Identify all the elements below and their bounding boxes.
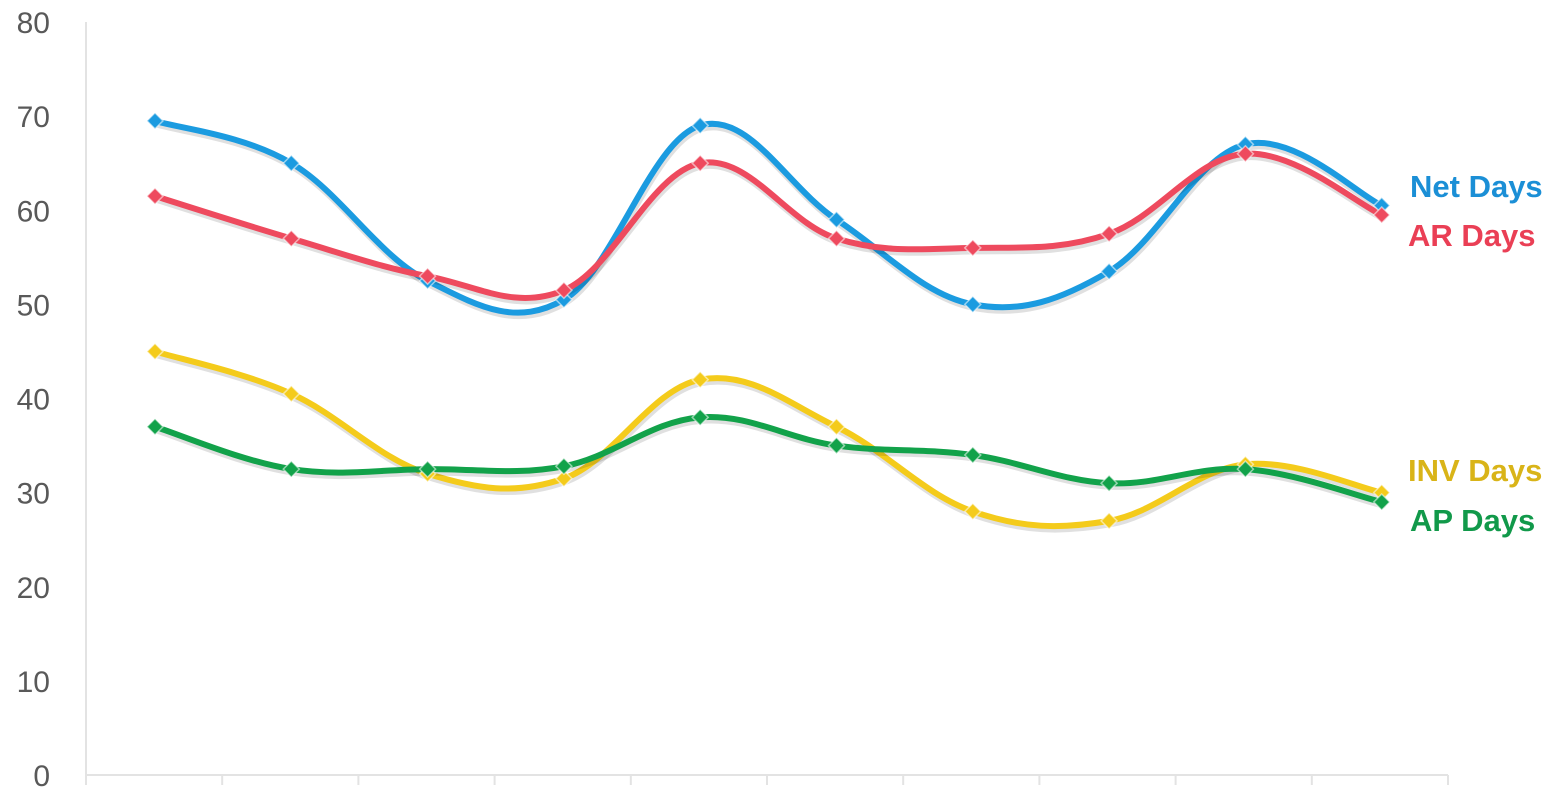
ar-days-point <box>1372 205 1391 225</box>
y-tick-label: 40 <box>17 384 50 417</box>
y-axis-ticks: 0 10 20 30 40 50 60 70 80 <box>17 7 50 790</box>
ar-days-point <box>282 229 301 248</box>
net-days-point <box>827 210 846 229</box>
ap-days-point <box>1100 474 1119 493</box>
ap-days-line <box>152 413 1385 506</box>
inv-days-point <box>827 417 846 436</box>
ar-days-label: AR Days <box>1408 218 1536 253</box>
inv-days-line-shadow <box>152 350 1387 533</box>
series-lines <box>152 117 1387 533</box>
series-labels: Net Days AR Days INV Days AP Days <box>1408 169 1543 538</box>
net-days-point <box>691 116 710 135</box>
inv-days-point <box>963 502 982 521</box>
ap-days-point <box>418 460 437 479</box>
ap-days-label: AP Days <box>1410 503 1535 538</box>
y-tick-label: 20 <box>17 572 50 605</box>
chart-axes <box>85 22 1449 785</box>
inv-days-label: INV Days <box>1408 453 1542 488</box>
net-days-line <box>152 117 1385 316</box>
net-days-point <box>963 295 982 314</box>
inv-days-point <box>1100 511 1119 530</box>
y-tick-label: 50 <box>17 289 50 322</box>
ap-days-point <box>554 457 573 476</box>
inv-days-point <box>145 342 165 361</box>
y-tick-label: 80 <box>17 7 50 40</box>
ar-days-point <box>691 154 710 173</box>
ar-days-point <box>554 281 573 300</box>
ar-days-point <box>145 187 165 206</box>
series-markers <box>145 111 1391 530</box>
y-tick-label: 10 <box>17 666 50 699</box>
y-tick-label: 60 <box>17 195 50 228</box>
net-days-label: Net Days <box>1410 169 1543 204</box>
net-days-point <box>282 154 301 173</box>
ap-days-line-shadow <box>152 416 1387 509</box>
ar-days-point <box>1100 224 1119 243</box>
ap-days-point <box>827 436 846 455</box>
net-days-point <box>145 111 165 130</box>
ap-days-point <box>963 445 982 465</box>
ap-days-point <box>282 460 301 479</box>
y-tick-label: 30 <box>17 478 50 511</box>
y-tick-label: 70 <box>17 101 50 134</box>
ar-days-point <box>827 229 846 248</box>
ap-days-point <box>1372 492 1391 512</box>
net-days-point <box>554 290 573 309</box>
ap-days-point <box>691 408 710 427</box>
ar-days-point <box>963 238 982 257</box>
ar-days-point <box>1236 144 1255 163</box>
net-days-point <box>1100 262 1119 281</box>
inv-days-point <box>554 469 573 488</box>
ar-days-line-shadow <box>152 153 1387 305</box>
inv-days-line <box>152 348 1385 530</box>
ap-days-point <box>1236 460 1255 479</box>
inv-days-point <box>282 384 301 403</box>
ar-days-line <box>152 150 1385 301</box>
ar-days-point <box>418 267 437 286</box>
y-tick-label: 0 <box>33 760 50 790</box>
inv-days-point <box>691 370 710 389</box>
ap-days-point <box>145 417 165 436</box>
